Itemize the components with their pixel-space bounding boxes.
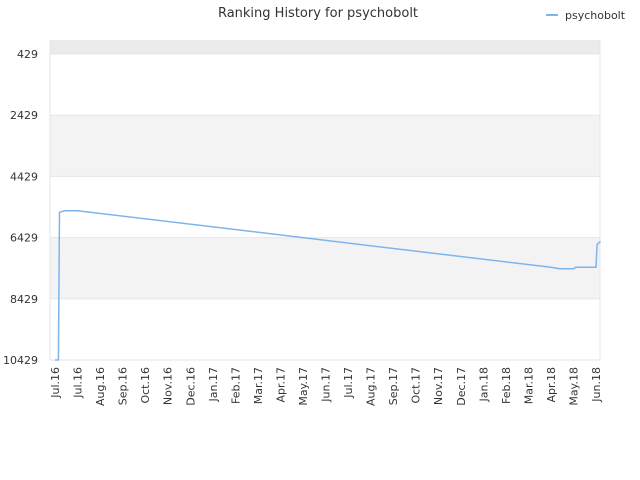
x-tick-label: Jul.17 xyxy=(342,367,355,399)
plot-band xyxy=(50,54,600,116)
series-line xyxy=(55,209,602,361)
x-tick-label: Oct.16 xyxy=(139,367,152,404)
x-tick-label: Jan.17 xyxy=(207,367,220,402)
x-tick-label: Sep.16 xyxy=(117,367,130,405)
x-tick-label: Mar.18 xyxy=(522,367,535,404)
plot-band xyxy=(50,237,600,299)
legend[interactable]: psychobolt xyxy=(546,9,626,22)
y-tick-label: 429 xyxy=(17,48,38,61)
x-tick-label: Aug.16 xyxy=(94,367,107,406)
legend-label: psychobolt xyxy=(565,9,626,22)
x-axis-labels: Jul.16 Jul.16 Aug.16 Sep.16 Oct.16 Nov.16 Dec.… xyxy=(49,367,603,406)
x-tick-label: Jan.18 xyxy=(477,367,490,402)
grid-lines xyxy=(49,40,601,361)
x-tick-label: Feb.18 xyxy=(500,367,513,404)
x-tick-label: Apr.17 xyxy=(274,367,287,403)
x-tick-label: Apr.18 xyxy=(545,367,558,403)
x-tick-label: Jul.16 xyxy=(49,367,62,399)
plot-band xyxy=(50,115,600,177)
x-tick-label: Jun.18 xyxy=(590,367,603,403)
plot-band xyxy=(50,176,600,238)
plot-bands xyxy=(50,40,600,360)
x-tick-label: Mar.17 xyxy=(252,367,265,404)
plot-band xyxy=(50,298,600,360)
y-tick-label: 6429 xyxy=(10,232,38,245)
x-tick-label: Dec.16 xyxy=(184,367,197,406)
x-tick-label: Oct.17 xyxy=(410,367,423,404)
y-tick-label: 10429 xyxy=(3,354,38,367)
x-tick-label: Aug.17 xyxy=(365,367,378,406)
plot-band xyxy=(50,40,600,54)
y-tick-label: 4429 xyxy=(10,170,38,183)
x-tick-label: Jul.16 xyxy=(72,367,85,399)
x-tick-label: Sep.17 xyxy=(387,367,400,405)
x-tick-label: Nov.17 xyxy=(432,367,445,405)
x-tick-label: Jun.17 xyxy=(320,367,333,403)
y-axis-labels: 429 2429 4429 6429 8429 10429 xyxy=(3,48,38,367)
x-tick-label: May.18 xyxy=(567,367,580,406)
x-tick-label: Nov.16 xyxy=(162,367,175,405)
x-tick-label: May.17 xyxy=(297,367,310,406)
x-tick-label: Dec.17 xyxy=(455,367,468,406)
chart-title: Ranking History for psychobolt xyxy=(218,6,418,21)
x-tick-label: Feb.17 xyxy=(229,367,242,404)
y-tick-label: 8429 xyxy=(10,293,38,306)
series-lines xyxy=(55,209,602,361)
y-tick-label: 2429 xyxy=(10,109,38,122)
